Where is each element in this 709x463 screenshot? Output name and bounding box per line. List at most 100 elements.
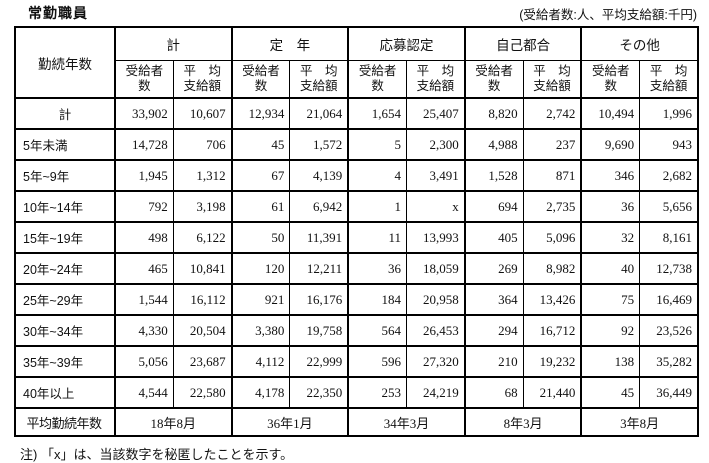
value-cell: 32: [580, 221, 641, 254]
value-cell: 12,934: [230, 97, 291, 130]
group-header-total: 計: [114, 26, 233, 61]
value-cell: 36: [347, 252, 407, 285]
subheader-recipients: 受給者数: [113, 60, 174, 99]
value-cell: 16,112: [172, 283, 233, 316]
value-cell: 364: [463, 283, 524, 316]
value-cell: 33,902: [113, 97, 174, 130]
value-cell: 2,300: [405, 128, 466, 161]
value-cell: 16,176: [289, 283, 349, 316]
value-cell: 1,996: [639, 97, 699, 130]
summary-value-cell: 3年8月: [580, 407, 699, 437]
value-cell: 5,096: [522, 221, 582, 254]
value-cell: 36,449: [639, 376, 699, 409]
group-header-personal: 自己都合: [463, 26, 582, 61]
subheader-average: 平 均 支給額: [522, 60, 582, 99]
table-row: 計 33,902 10,607 12,934 21,064 1,654 25,407 8,82…: [14, 97, 699, 130]
page-title: 常勤職員: [28, 5, 88, 21]
table-row: 5年~9年 1,945 1,312 67 4,139 4 3,491 1,528 871 346 2…: [14, 159, 699, 192]
value-cell: 138: [580, 345, 641, 378]
value-cell: 24,219: [405, 376, 466, 409]
row-label: 40年以上: [14, 376, 116, 409]
value-cell: 294: [463, 314, 524, 347]
value-cell: 8,161: [639, 221, 699, 254]
subheader-average: 平 均 支給額: [639, 60, 699, 99]
value-cell: 6,942: [289, 190, 349, 223]
table-row: 40年以上 4,544 22,580 4,178 22,350 253 24,219 68 21…: [14, 376, 699, 409]
value-cell: 23,687: [172, 345, 233, 378]
value-cell: 706: [172, 128, 233, 161]
value-cell: 10,607: [172, 97, 233, 130]
value-cell: 20,504: [172, 314, 233, 347]
value-cell: 3,380: [230, 314, 291, 347]
value-cell: 10,841: [172, 252, 233, 285]
footnote: 注) 「x」は、当該数字を秘匿したことを示す。: [20, 447, 294, 462]
group-header-retirement: 定 年: [230, 26, 349, 61]
value-cell: 2,735: [522, 190, 582, 223]
value-cell: 120: [230, 252, 291, 285]
value-cell: 5,656: [639, 190, 699, 223]
value-cell: 2,742: [522, 97, 582, 130]
value-cell: 1,312: [172, 159, 233, 192]
row-label: 10年~14年: [14, 190, 116, 223]
value-cell: 19,758: [289, 314, 349, 347]
value-cell: 16,469: [639, 283, 699, 316]
subheader-recipients: 受給者数: [347, 60, 407, 99]
value-cell: 22,350: [289, 376, 349, 409]
summary-value-cell: 36年1月: [230, 407, 349, 437]
value-cell: 237: [522, 128, 582, 161]
value-cell: 943: [639, 128, 699, 161]
value-cell: 36: [580, 190, 641, 223]
value-cell: 4,178: [230, 376, 291, 409]
value-cell: 67: [230, 159, 291, 192]
value-cell: 22,999: [289, 345, 349, 378]
table-head: 勤続年数 計 定 年 応募認定 自己都合 その他 受給者数 平 均 支給額 受給…: [14, 26, 699, 99]
table-row: 10年~14年 792 3,198 61 6,942 1 x 694 2,735 36 5,656: [14, 190, 699, 223]
table-row: 25年~29年 1,544 16,112 921 16,176 184 20,958 364 1…: [14, 283, 699, 316]
value-cell: 4,112: [230, 345, 291, 378]
value-cell: 4,988: [463, 128, 524, 161]
value-cell: 3,198: [172, 190, 233, 223]
sub-header-row: 受給者数 平 均 支給額 受給者数 平 均 支給額 受給者数 平 均 支給額 受…: [15, 60, 699, 99]
row-label: 5年~9年: [14, 159, 116, 192]
row-label: 35年~39年: [14, 345, 116, 378]
table-row: 35年~39年 5,056 23,687 4,112 22,999 596 27,320 21…: [14, 345, 699, 378]
subheader-average: 平 均 支給額: [172, 60, 233, 99]
value-cell: 269: [463, 252, 524, 285]
value-cell: 6,122: [172, 221, 233, 254]
value-cell: 61: [230, 190, 291, 223]
summary-row-label: 平均勤続年数: [14, 407, 116, 437]
value-cell: 465: [113, 252, 174, 285]
value-cell: 11: [347, 221, 407, 254]
value-cell: 50: [230, 221, 291, 254]
table-row: 20年~24年 465 10,841 120 12,211 36 18,059 269 8,98…: [14, 252, 699, 285]
row-label: 25年~29年: [14, 283, 116, 316]
value-cell: 253: [347, 376, 407, 409]
value-cell: 12,738: [639, 252, 699, 285]
table-header-bar: 常勤職員 (受給者数:人、平均支給額:千円): [14, 3, 697, 23]
row-label: 15年~19年: [14, 221, 116, 254]
value-cell: 1: [347, 190, 407, 223]
value-cell: 26,453: [405, 314, 466, 347]
subheader-average: 平 均 支給額: [405, 60, 466, 99]
value-cell: 210: [463, 345, 524, 378]
value-cell: 25,407: [405, 97, 466, 130]
summary-value-cell: 34年3月: [347, 407, 466, 437]
row-label: 20年~24年: [14, 252, 116, 285]
row-label: 30年~34年: [14, 314, 116, 347]
value-cell: 184: [347, 283, 407, 316]
value-cell: 871: [522, 159, 582, 192]
value-cell: 4,139: [289, 159, 349, 192]
subheader-recipients: 受給者数: [580, 60, 641, 99]
value-cell: 596: [347, 345, 407, 378]
group-header-row: 勤続年数 計 定 年 応募認定 自己都合 その他: [14, 26, 699, 99]
summary-row: 平均勤続年数 18年8月 36年1月 34年3月 8年3月 3年8月: [14, 407, 699, 437]
table-row: 30年~34年 4,330 20,504 3,380 19,758 564 26,453 29…: [14, 314, 699, 347]
value-cell: 564: [347, 314, 407, 347]
value-cell: 2,682: [639, 159, 699, 192]
value-cell: 11,391: [289, 221, 349, 254]
value-cell: 921: [230, 283, 291, 316]
value-cell: 20,958: [405, 283, 466, 316]
value-cell: 45: [580, 376, 641, 409]
value-cell: 4: [347, 159, 407, 192]
